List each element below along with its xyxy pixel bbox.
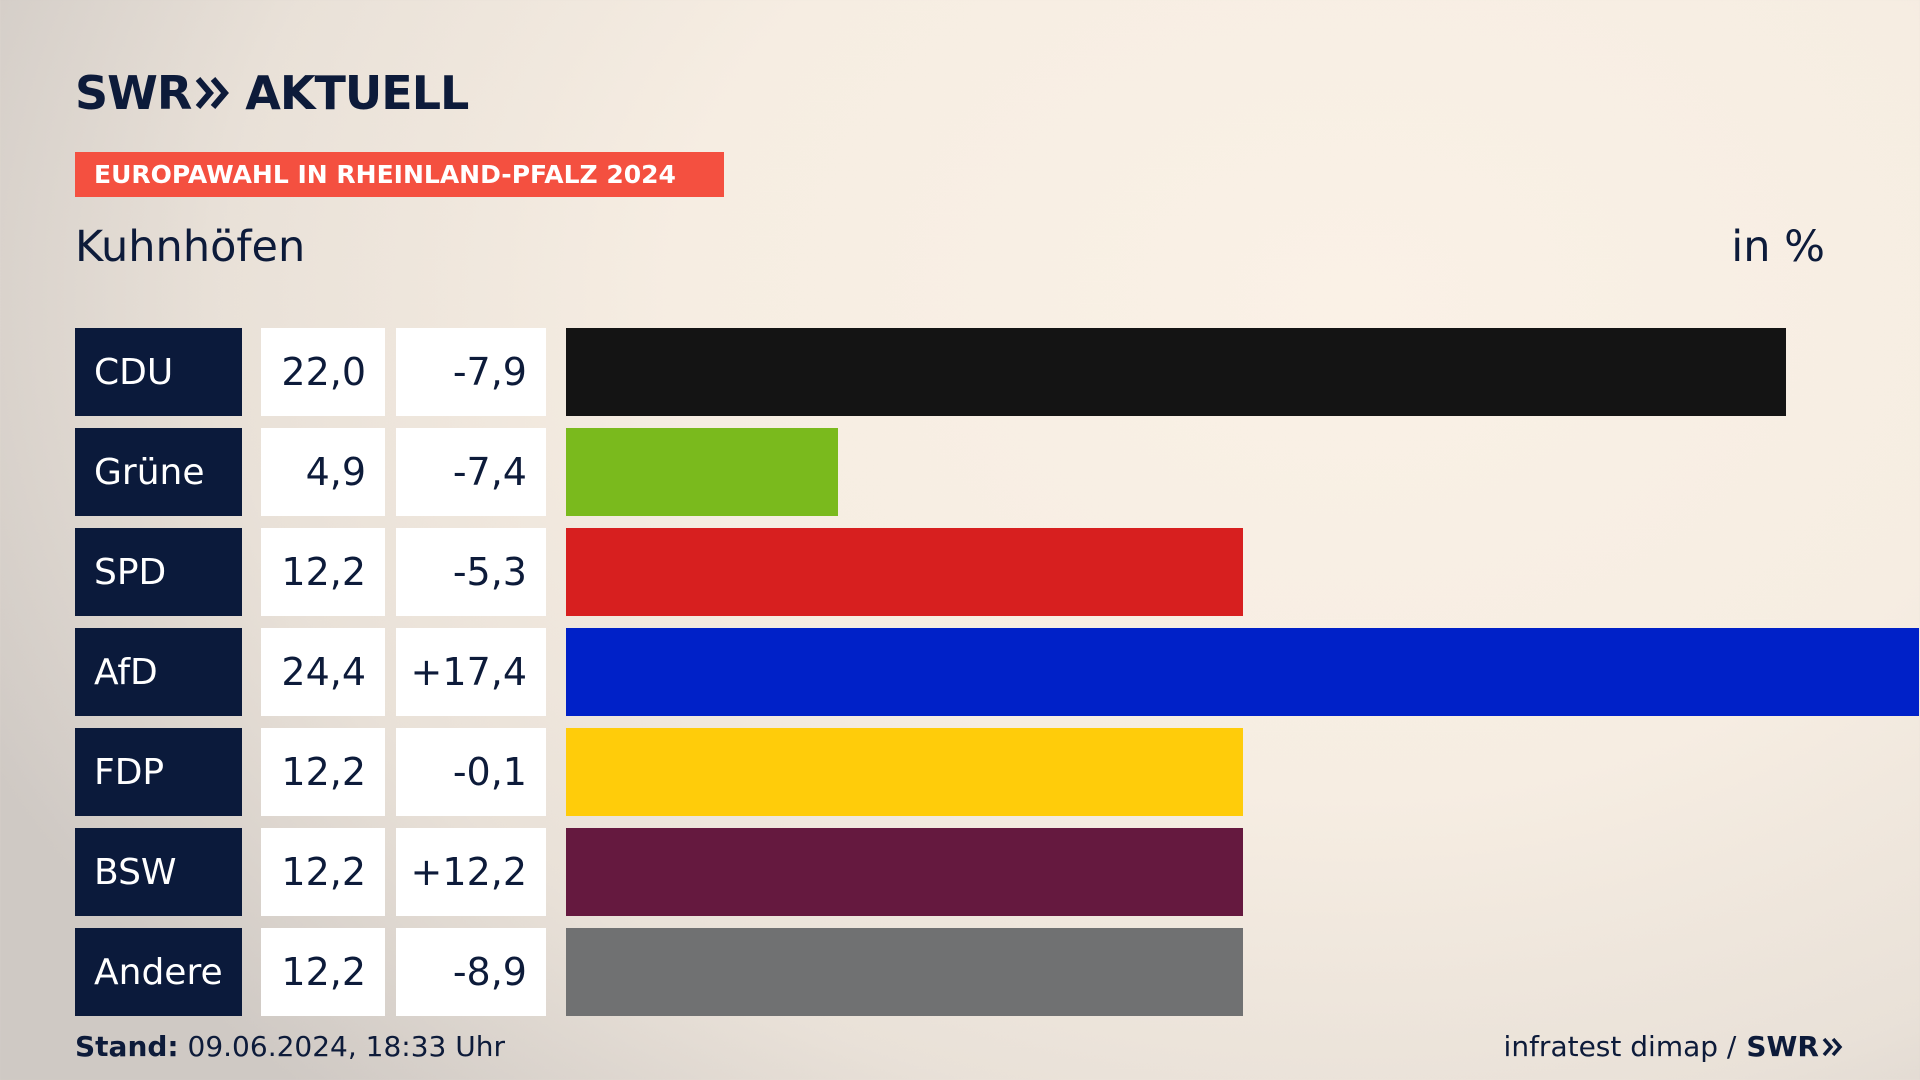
election-banner: EUROPAWAHL IN RHEINLAND-PFALZ 2024 xyxy=(75,152,724,197)
value-label: 24,4 xyxy=(261,628,385,716)
footer-swr-text: SWR xyxy=(1746,1030,1819,1063)
bar-row: AfD 24,4 +17,4 xyxy=(75,628,1920,716)
party-label: BSW xyxy=(75,828,242,916)
party-label: FDP xyxy=(75,728,242,816)
value-label: 12,2 xyxy=(261,728,385,816)
bar-row: BSW 12,2 +12,2 xyxy=(75,828,1920,916)
bar xyxy=(566,828,1243,916)
party-label: CDU xyxy=(75,328,242,416)
chevron-double-right-icon xyxy=(195,76,231,110)
bar-row: CDU 22,0 -7,9 xyxy=(75,328,1920,416)
value-label: 12,2 xyxy=(261,928,385,1016)
unit-label: in % xyxy=(1731,222,1825,272)
logo-swr-text: SWR xyxy=(75,66,192,120)
party-label: Grüne xyxy=(75,428,242,516)
party-label: AfD xyxy=(75,628,242,716)
value-label: 4,9 xyxy=(261,428,385,516)
diff-label: -5,3 xyxy=(396,528,546,616)
diff-label: -0,1 xyxy=(396,728,546,816)
bar xyxy=(566,428,838,516)
bar-row: FDP 12,2 -0,1 xyxy=(75,728,1920,816)
source-credit: infratest dimap / SWR xyxy=(1504,1030,1844,1063)
diff-label: -7,9 xyxy=(396,328,546,416)
value-label: 12,2 xyxy=(261,528,385,616)
bar xyxy=(566,528,1243,616)
diff-label: -7,4 xyxy=(396,428,546,516)
diff-label: +12,2 xyxy=(396,828,546,916)
swr-aktuell-logo: SWR AKTUELL xyxy=(75,66,469,120)
bar xyxy=(566,928,1243,1016)
diff-label: +17,4 xyxy=(396,628,546,716)
bar xyxy=(566,728,1243,816)
party-label: Andere xyxy=(75,928,242,1016)
chart-subtitle: Kuhnhöfen xyxy=(75,222,306,272)
bar xyxy=(566,628,1919,716)
bar-row: Grüne 4,9 -7,4 xyxy=(75,428,1920,516)
bar-row: Andere 12,2 -8,9 xyxy=(75,928,1920,1016)
timestamp-value: 09.06.2024, 18:33 Uhr xyxy=(187,1030,505,1063)
party-label: SPD xyxy=(75,528,242,616)
source-text: infratest dimap / xyxy=(1503,1030,1737,1063)
timestamp: Stand: 09.06.2024, 18:33 Uhr xyxy=(75,1030,505,1063)
bar xyxy=(566,328,1786,416)
value-label: 12,2 xyxy=(261,828,385,916)
value-label: 22,0 xyxy=(261,328,385,416)
diff-label: -8,9 xyxy=(396,928,546,1016)
bar-row: SPD 12,2 -5,3 xyxy=(75,528,1920,616)
chevron-double-right-icon xyxy=(1822,1036,1844,1058)
timestamp-label: Stand: xyxy=(75,1030,179,1063)
logo-aktuell-text: AKTUELL xyxy=(245,66,469,120)
